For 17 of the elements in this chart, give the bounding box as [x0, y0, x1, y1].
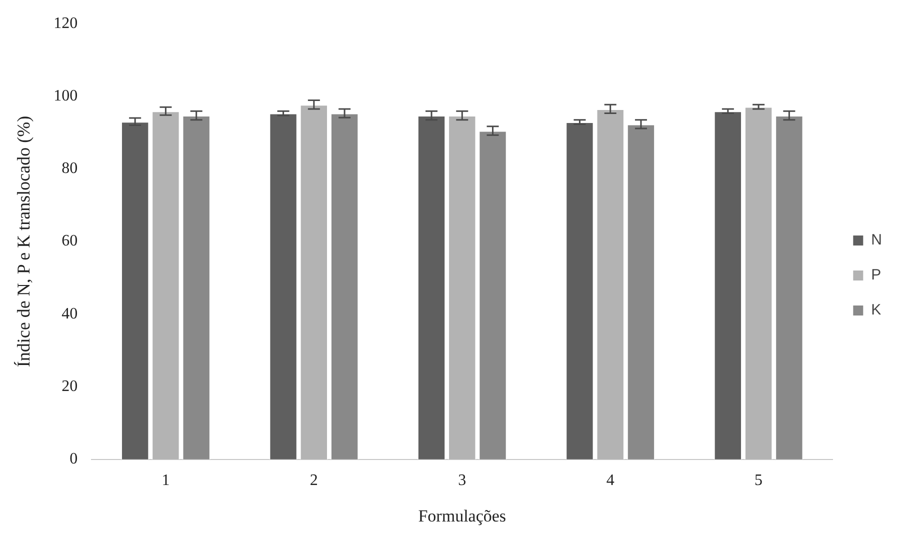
y-axis-title: Índice de N, P e K translocado (%)	[14, 116, 34, 368]
y-tick-label: 60	[62, 232, 78, 250]
x-axis-title: Formulações	[418, 506, 506, 526]
legend-label: N	[871, 232, 882, 249]
y-tick-label: 100	[54, 87, 78, 104]
y-tick-label: 80	[62, 160, 78, 178]
x-tick-label: 5	[754, 472, 763, 490]
x-tick-label: 3	[458, 472, 466, 490]
legend-label: K	[871, 302, 882, 319]
x-tick-label: 4	[606, 472, 614, 490]
x-tick-label: 1	[162, 472, 170, 490]
y-tick-label: 40	[62, 305, 78, 322]
legend-label: P	[871, 266, 882, 284]
y-tick-label: 20	[62, 378, 78, 395]
y-tick-label: 120	[54, 14, 78, 32]
y-tick-label: 0	[70, 450, 78, 468]
x-tick-label: 2	[310, 472, 318, 490]
